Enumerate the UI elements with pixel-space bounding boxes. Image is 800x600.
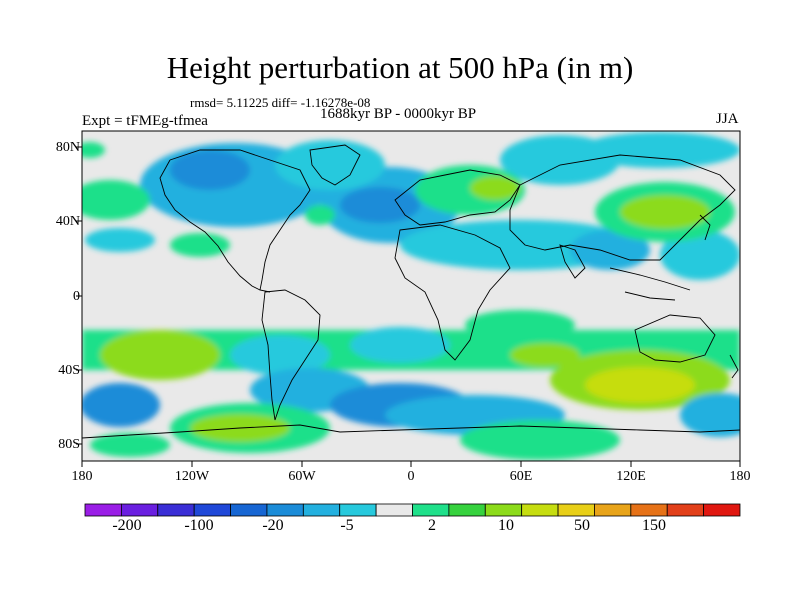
colorbar-swatch [302,503,341,517]
colorbar-label: 150 [642,517,666,534]
colorbar-swatch [375,503,413,517]
colorbar-label: 10 [498,517,514,534]
experiment-label: Expt = tFMEg-tfmea [82,113,208,129]
colorbar-swatch [339,503,377,517]
lat-label: 40N [55,214,80,229]
period-label: 1688kyr BP - 0000kyr BP [320,106,477,122]
lon-label: 60W [288,469,316,484]
colorbar-label: -200 [112,517,142,534]
colorbar-swatch [157,503,195,517]
colorbar-swatch [557,503,595,517]
colorbar-swatch [193,503,231,517]
colorbar-swatch [412,503,450,517]
colorbar-swatch [448,503,486,517]
coastlines [82,144,740,439]
colorbar-swatch [594,503,632,517]
lon-label: 120W [174,469,210,484]
colorbar-swatch [230,503,268,517]
lat-label: 40S [58,363,80,378]
colorbar-swatch [521,503,559,517]
colorbar-label: -5 [340,517,354,534]
colorbar-swatch [120,503,159,517]
lat-label: 80N [55,140,80,155]
lon-label: 120E [616,469,646,484]
contour-field [82,131,740,461]
stats-label: rmsd= 5.11225 diff= -1.16278e-08 [190,95,371,110]
colorbar-swatch [703,503,741,517]
lat-label: 0 [73,289,80,304]
colorbar-label: 2 [428,517,436,534]
colorbar-label: 50 [574,517,590,534]
lon-label: 180 [71,469,93,484]
colorbar-swatch [630,503,668,517]
lon-label: 180 [729,469,751,484]
lon-label: 0 [407,469,415,484]
colorbar-swatch [666,503,705,517]
colorbar-label: -100 [184,517,214,534]
map-title: Height perturbation at 500 hPa (in m) [166,50,634,85]
axis-ticks [76,146,741,467]
lon-label: 60E [509,469,533,484]
colorbar-label: -20 [262,517,284,534]
lat-label: 80S [58,437,80,452]
colorbar-swatch [484,503,523,517]
season-label: JJA [716,111,739,127]
colorbar-swatch [84,503,122,517]
colorbar [84,503,741,517]
colorbar-swatch [266,503,304,517]
